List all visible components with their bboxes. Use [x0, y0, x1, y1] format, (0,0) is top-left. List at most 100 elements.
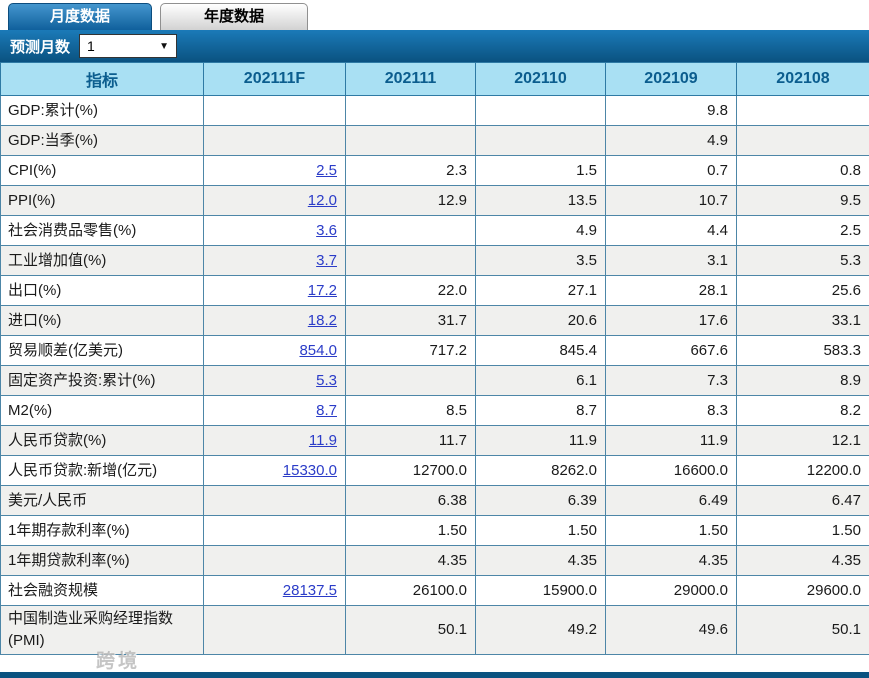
value-cell — [345, 125, 476, 156]
indicator-cell: GDP:当季(%) — [0, 125, 204, 156]
forecast-value-link[interactable]: 5.3 — [316, 372, 337, 389]
chevron-down-icon: ▼ — [159, 40, 170, 52]
indicator-cell: 固定资产投资:累计(%) — [0, 365, 204, 396]
table-row: 工业增加值(%) 3.7 3.5 3.1 5.3 — [0, 245, 869, 276]
tab-annual-data[interactable]: 年度数据 — [160, 3, 308, 30]
forecast-value-link[interactable]: 8.7 — [316, 402, 337, 419]
value-cell: 26100.0 — [345, 575, 476, 606]
value-cell: 2.5 — [736, 215, 869, 246]
forecast-months-value: 1 — [87, 38, 95, 54]
indicator-cell: GDP:累计(%) — [0, 95, 204, 126]
indicator-cell: 中国制造业采购经理指数(PMI) — [0, 605, 204, 655]
value-cell: 1.5 — [475, 155, 606, 186]
forecast-cell: 15330.0 — [203, 455, 346, 486]
bottom-bar — [0, 672, 869, 678]
column-header-202110: 202110 — [475, 62, 606, 96]
forecast-value-link[interactable]: 18.2 — [307, 312, 337, 329]
forecast-value-link[interactable]: 28137.5 — [282, 582, 337, 599]
table-row: 人民币贷款(%) 11.9 11.7 11.9 11.9 12.1 — [0, 425, 869, 456]
column-header-202108: 202108 — [736, 62, 869, 96]
forecast-cell: 17.2 — [203, 275, 346, 306]
value-cell: 25.6 — [736, 275, 869, 306]
value-cell: 8.3 — [605, 395, 737, 426]
indicator-cell: 出口(%) — [0, 275, 204, 306]
forecast-value-link[interactable]: 12.0 — [307, 192, 337, 209]
forecast-value-link[interactable]: 854.0 — [299, 342, 337, 359]
table-row: 1年期贷款利率(%) 4.35 4.35 4.35 4.35 — [0, 545, 869, 576]
value-cell: 6.1 — [475, 365, 606, 396]
value-cell: 0.7 — [605, 155, 737, 186]
value-cell: 12700.0 — [345, 455, 476, 486]
forecast-value-link[interactable]: 2.5 — [316, 162, 337, 179]
table-row: PPI(%) 12.0 12.9 13.5 10.7 9.5 — [0, 185, 869, 216]
value-cell — [345, 245, 476, 276]
value-cell: 22.0 — [345, 275, 476, 306]
forecast-cell — [203, 125, 346, 156]
value-cell: 12200.0 — [736, 455, 869, 486]
forecast-cell — [203, 95, 346, 126]
value-cell: 8.9 — [736, 365, 869, 396]
indicator-cell: M2(%) — [0, 395, 204, 426]
value-cell: 29600.0 — [736, 575, 869, 606]
forecast-cell: 28137.5 — [203, 575, 346, 606]
value-cell: 8.5 — [345, 395, 476, 426]
indicator-cell: 1年期存款利率(%) — [0, 515, 204, 546]
forecast-cell — [203, 545, 346, 576]
table-row: 社会融资规模 28137.5 26100.0 15900.0 29000.0 29600.… — [0, 575, 869, 606]
value-cell: 6.38 — [345, 485, 476, 516]
forecast-value-link[interactable]: 17.2 — [307, 282, 337, 299]
indicator-cell: CPI(%) — [0, 155, 204, 186]
forecast-value-link[interactable]: 11.9 — [308, 432, 337, 449]
forecast-cell: 18.2 — [203, 305, 346, 336]
value-cell: 7.3 — [605, 365, 737, 396]
table-row: 贸易顺差(亿美元) 854.0 717.2 845.4 667.6 583.3 — [0, 335, 869, 366]
value-cell: 583.3 — [736, 335, 869, 366]
value-cell: 11.7 — [345, 425, 476, 456]
value-cell: 1.50 — [345, 515, 476, 546]
indicator-cell: PPI(%) — [0, 185, 204, 216]
forecast-value-link[interactable]: 3.7 — [316, 252, 337, 269]
forecast-cell — [203, 485, 346, 516]
value-cell: 28.1 — [605, 275, 737, 306]
value-cell: 49.2 — [475, 605, 606, 655]
value-cell: 8.2 — [736, 395, 869, 426]
value-cell: 3.1 — [605, 245, 737, 276]
value-cell: 11.9 — [475, 425, 606, 456]
value-cell — [736, 125, 869, 156]
forecast-value-link[interactable]: 3.6 — [316, 222, 337, 239]
value-cell: 845.4 — [475, 335, 606, 366]
value-cell: 4.9 — [475, 215, 606, 246]
value-cell: 8262.0 — [475, 455, 606, 486]
column-header-202111: 202111 — [345, 62, 476, 96]
column-header-indicator: 指标 — [0, 62, 204, 96]
value-cell: 6.49 — [605, 485, 737, 516]
monthly-data-table: 指标 202111F 202111 202110 202109 202108 G… — [0, 62, 869, 655]
indicator-cell: 美元/人民币 — [0, 485, 204, 516]
table-row: 中国制造业采购经理指数(PMI) 50.1 49.2 49.6 50.1 — [0, 605, 869, 655]
forecast-value-link[interactable]: 15330.0 — [282, 462, 337, 479]
forecast-cell: 2.5 — [203, 155, 346, 186]
toolbar: 预测月数 1 ▼ — [0, 30, 869, 62]
table-row: 1年期存款利率(%) 1.50 1.50 1.50 1.50 — [0, 515, 869, 546]
table-row: M2(%) 8.7 8.5 8.7 8.3 8.2 — [0, 395, 869, 426]
column-header-202109: 202109 — [605, 62, 737, 96]
indicator-cell: 社会消费品零售(%) — [0, 215, 204, 246]
value-cell: 31.7 — [345, 305, 476, 336]
forecast-months-select[interactable]: 1 ▼ — [79, 34, 178, 58]
indicator-cell: 贸易顺差(亿美元) — [0, 335, 204, 366]
indicator-cell: 社会融资规模 — [0, 575, 204, 606]
table-row: 美元/人民币 6.38 6.39 6.49 6.47 — [0, 485, 869, 516]
indicator-cell: 进口(%) — [0, 305, 204, 336]
table-row: 出口(%) 17.2 22.0 27.1 28.1 25.6 — [0, 275, 869, 306]
value-cell: 0.8 — [736, 155, 869, 186]
tab-monthly-data[interactable]: 月度数据 — [8, 3, 152, 30]
value-cell: 717.2 — [345, 335, 476, 366]
value-cell: 9.8 — [605, 95, 737, 126]
value-cell: 13.5 — [475, 185, 606, 216]
forecast-cell: 5.3 — [203, 365, 346, 396]
value-cell: 4.35 — [345, 545, 476, 576]
value-cell: 27.1 — [475, 275, 606, 306]
value-cell: 10.7 — [605, 185, 737, 216]
value-cell: 6.39 — [475, 485, 606, 516]
value-cell — [736, 95, 869, 126]
